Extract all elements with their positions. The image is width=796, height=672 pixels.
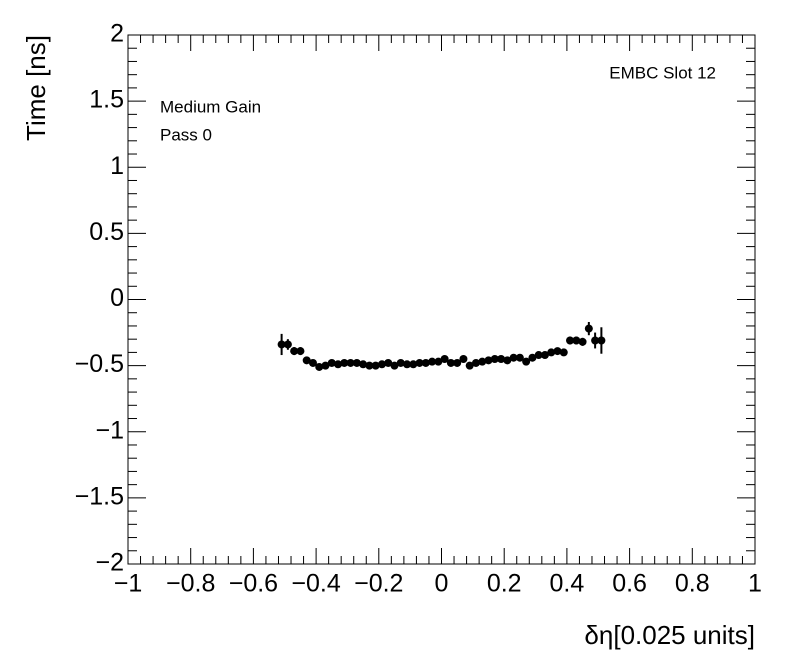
annotation: EMBC Slot 12 <box>609 63 716 82</box>
annotation: Pass 0 <box>160 125 212 144</box>
point <box>553 347 562 356</box>
x-tick-label: −0.2 <box>354 570 403 598</box>
y-tick-label: 2 <box>110 20 124 48</box>
y-tick-label: 0 <box>110 284 124 312</box>
point <box>359 360 368 369</box>
y-tick-label: −0.5 <box>75 350 124 378</box>
y-tick-label: −1.5 <box>75 482 124 510</box>
point <box>509 353 518 362</box>
point <box>421 358 430 367</box>
point <box>440 355 449 364</box>
point <box>334 360 343 369</box>
point <box>559 348 568 357</box>
point <box>277 340 286 349</box>
point <box>315 362 324 371</box>
point <box>365 361 374 370</box>
x-tick-label: 0.6 <box>612 570 647 598</box>
point <box>403 360 412 369</box>
point <box>390 361 399 370</box>
point <box>515 353 524 362</box>
point <box>503 356 512 365</box>
point <box>465 361 474 370</box>
point <box>384 358 393 367</box>
point <box>296 347 305 356</box>
x-tick-label: 0.8 <box>675 570 710 598</box>
point <box>497 355 506 364</box>
y-tick-label: 1 <box>110 152 124 180</box>
y-axis-label: Time [ns] <box>21 35 51 141</box>
x-tick-label: −0.8 <box>166 570 215 598</box>
point <box>534 351 543 360</box>
point <box>584 324 593 333</box>
point <box>459 355 468 364</box>
point <box>428 357 437 366</box>
point <box>490 355 499 364</box>
x-tick-label: 0.4 <box>550 570 585 598</box>
point <box>377 360 386 369</box>
point <box>409 360 418 369</box>
point <box>591 336 600 345</box>
point <box>484 356 493 365</box>
point <box>371 361 380 370</box>
point <box>327 358 336 367</box>
point <box>522 357 531 366</box>
point <box>471 358 480 367</box>
point <box>290 347 299 356</box>
x-tick-label: −1 <box>114 570 143 598</box>
point <box>478 357 487 366</box>
point <box>597 336 606 345</box>
point <box>566 336 575 345</box>
point <box>346 358 355 367</box>
point <box>540 351 549 360</box>
point <box>352 358 361 367</box>
point <box>308 358 317 367</box>
point <box>396 358 405 367</box>
point <box>321 361 330 370</box>
y-tick-label: −2 <box>95 549 124 577</box>
point <box>283 340 292 349</box>
point <box>572 336 581 345</box>
point <box>434 357 443 366</box>
point <box>340 358 349 367</box>
x-tick-label: 1 <box>748 570 762 598</box>
point <box>446 358 455 367</box>
y-tick-label: 0.5 <box>89 218 124 246</box>
x-tick-label: 0.2 <box>487 570 522 598</box>
x-tick-label: −0.6 <box>229 570 278 598</box>
point <box>302 356 311 365</box>
x-axis-label: δη[0.025 units] <box>584 620 755 650</box>
x-tick-label: 0 <box>435 570 449 598</box>
point <box>528 353 537 362</box>
annotation: Medium Gain <box>160 97 261 116</box>
point <box>547 348 556 357</box>
point <box>415 358 424 367</box>
point <box>453 358 462 367</box>
x-tick-label: −0.4 <box>291 570 340 598</box>
point <box>578 337 587 346</box>
y-tick-label: −1 <box>95 416 124 444</box>
y-tick-label: 1.5 <box>89 86 124 114</box>
